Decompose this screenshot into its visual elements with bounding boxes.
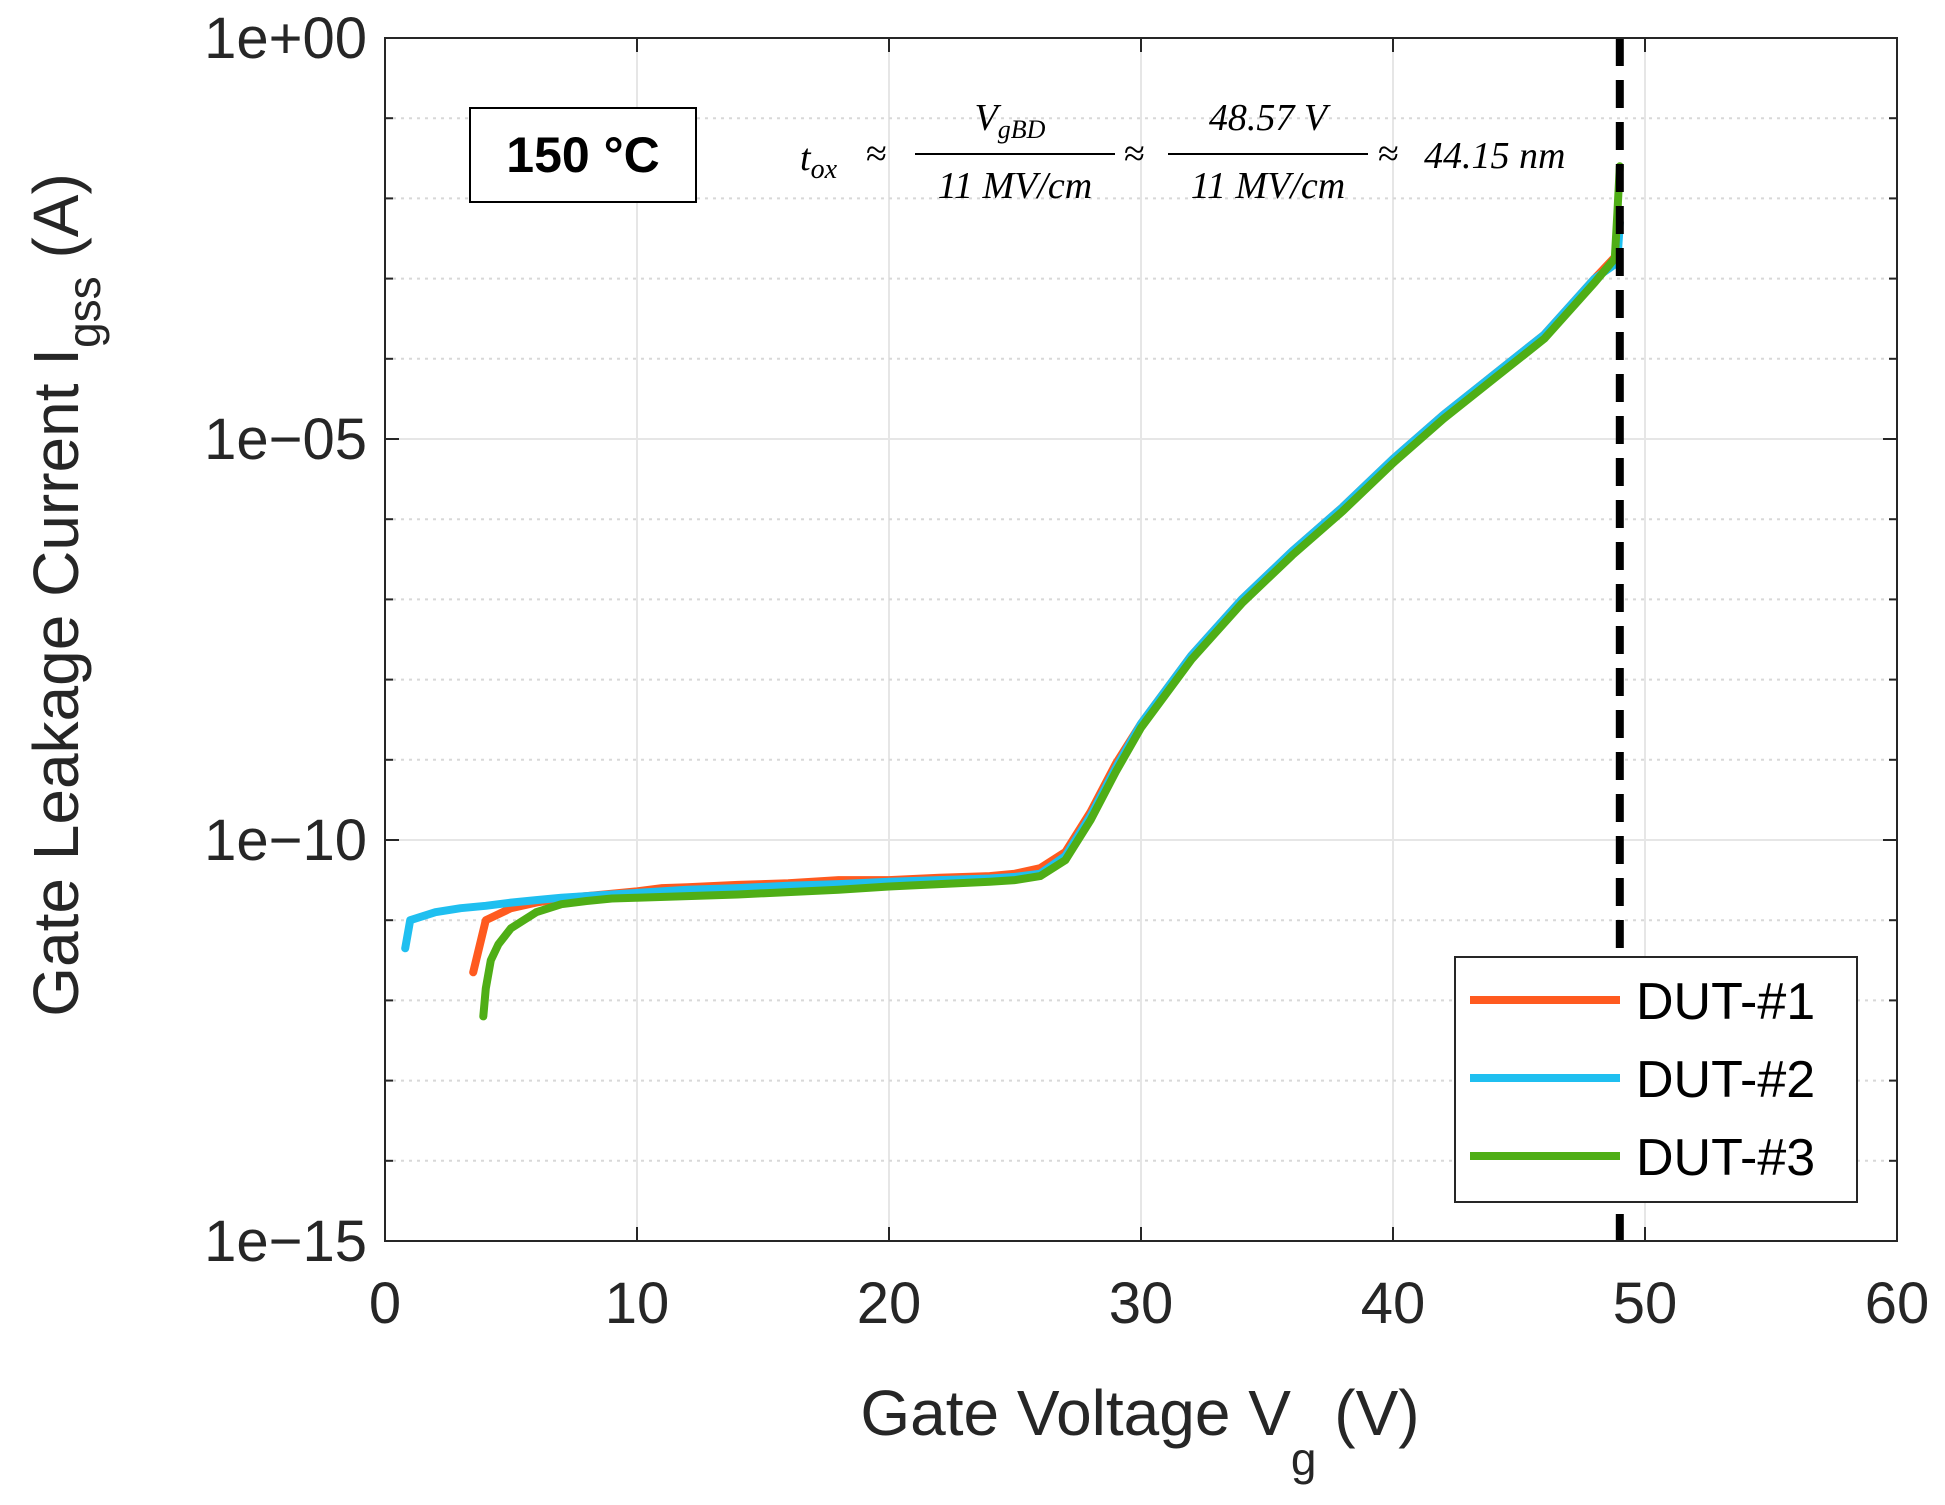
temperature-box <box>469 107 697 203</box>
series-layer <box>401 162 1624 1021</box>
y-axis-title-sub: gss <box>58 276 110 348</box>
formula-lhs: tox <box>800 137 838 185</box>
y-tick-label: 1e−10 <box>204 808 367 873</box>
formula-f1-num: VgBD <box>975 97 1046 144</box>
x-axis-title-main: Gate Voltage V <box>860 1377 1291 1449</box>
formula-result: 44.15 nm <box>1424 135 1565 177</box>
y-axis-title-unit: (A) <box>20 173 92 276</box>
formula-approx-2: ≈ <box>1124 133 1145 175</box>
y-tick-label: 1e−15 <box>204 1209 367 1274</box>
formula-approx-3: ≈ <box>1378 133 1399 175</box>
grid <box>385 38 1897 1241</box>
legend: DUT-#1 DUT-#2 DUT-#3 <box>1454 956 1858 1203</box>
x-tick-label: 30 <box>1109 1271 1174 1336</box>
formula-f1-num-sub: gBD <box>998 115 1046 144</box>
x-axis-title: Gate Voltage Vg (V) <box>860 1377 1419 1485</box>
x-tick-label: 60 <box>1865 1271 1930 1336</box>
x-axis-title-unit: (V) <box>1317 1377 1420 1449</box>
temperature-annotation: 150 °C <box>469 107 697 203</box>
x-axis-title-sub: g <box>1291 1433 1317 1485</box>
y-tick-label: 1e+00 <box>204 6 367 71</box>
legend-label-dut-1: DUT-#1 <box>1636 973 1815 1031</box>
formula-f1-den: 11 MV/cm <box>938 165 1092 207</box>
x-tick-label: 40 <box>1361 1271 1426 1336</box>
x-tick-label: 20 <box>857 1271 922 1336</box>
legend-label-dut-2: DUT-#2 <box>1636 1051 1815 1109</box>
formula-approx-1: ≈ <box>866 133 887 175</box>
formula-f1-num-v: V <box>975 97 1002 139</box>
formula-lhs-sub: ox <box>811 154 838 185</box>
x-tick-label: 50 <box>1613 1271 1678 1336</box>
formula-lhs-t: t <box>800 137 812 179</box>
ticks <box>384 37 1898 1242</box>
oxide-thickness-formula: tox ≈ VgBD 11 MV/cm ≈ 48.57 V 11 MV/cm ≈… <box>800 97 1565 207</box>
tick-labels: 0 10 20 30 40 50 60 1e+00 1e−05 1e−10 1e−15 <box>204 6 1929 1336</box>
x-tick-label: 0 <box>369 1271 401 1336</box>
formula-f2-den: 11 MV/cm <box>1191 165 1345 207</box>
x-tick-label: 10 <box>605 1271 670 1336</box>
formula-f2-num: 48.57 V <box>1209 97 1331 139</box>
y-tick-label: 1e−05 <box>204 407 367 472</box>
y-axis-title-main: Gate Leakage Current I <box>20 348 92 1017</box>
legend-label-dut-3: DUT-#3 <box>1636 1129 1815 1187</box>
series-line-dut-3 <box>479 162 1624 1021</box>
y-axis-title: Gate Leakage Current Igss (A) <box>20 173 110 1017</box>
temperature-label: 150 °C <box>506 127 659 183</box>
